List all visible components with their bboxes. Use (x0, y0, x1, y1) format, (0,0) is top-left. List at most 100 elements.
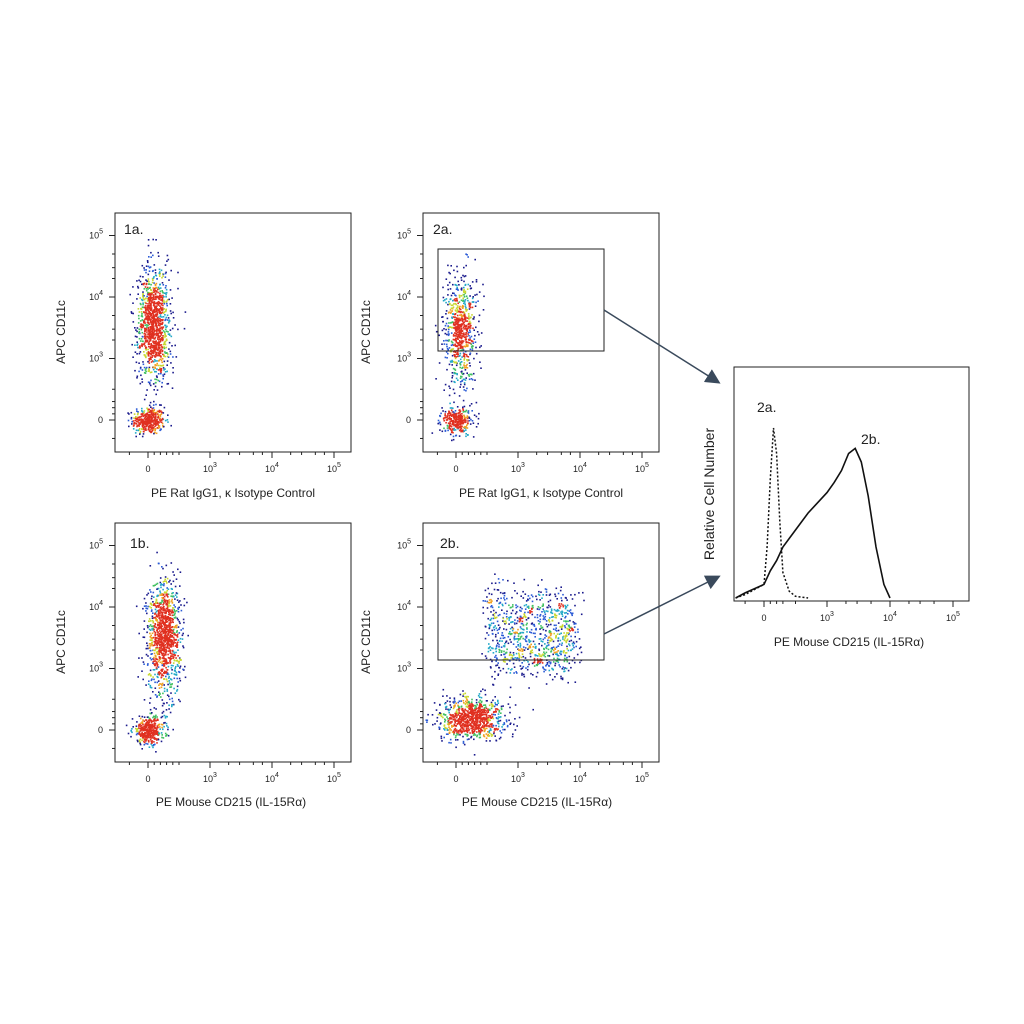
panel-2a-event-dot (464, 336, 466, 338)
panel-1a-event-dot (152, 287, 155, 289)
panel-2a-event-dot (452, 435, 455, 438)
panel-1a-event-dot (163, 346, 165, 348)
panel-1a-event-dot (160, 413, 163, 415)
panel-2a-event-dot (465, 389, 467, 392)
panel-1b-event-dot (152, 627, 155, 630)
panel-2b-event-dot (476, 711, 479, 714)
panel-2a-event-dot (456, 306, 459, 309)
panel-2a-event-dot (458, 334, 461, 336)
panel-2a-event-dot (460, 414, 462, 417)
panel-1b-event-dot (138, 739, 141, 742)
panel-1a-event-dot (148, 404, 151, 407)
panel-1a-event-dot (160, 323, 162, 325)
panel-1a-event-dot (152, 289, 155, 291)
panel-1b-event-dot (147, 592, 150, 595)
panel-1b-event-dot (148, 625, 151, 628)
panel-2a-event-dot (463, 382, 466, 384)
panel-2a-event-dot (459, 331, 461, 334)
panel-1b-event-dot (162, 644, 165, 647)
panel-2b-event-dot (467, 727, 470, 729)
panel-1a-event-dot (159, 292, 161, 295)
panel-2a-event-dot (461, 349, 464, 351)
panel-2a-event-dot (442, 418, 445, 420)
panel-2a-event-dot (455, 288, 458, 290)
panel-1b-event-dot (143, 743, 146, 746)
panel-1b-event-dot (162, 641, 164, 643)
panel-2a-event-dot (464, 427, 466, 430)
panel-1b-event-dot (150, 625, 153, 628)
panel-2a-event-dot (464, 290, 467, 293)
panel-1b-event-dot (146, 733, 149, 735)
panel-2b-event-dot (460, 725, 462, 727)
panel-2a-event-dot (456, 309, 459, 311)
panel-1b-event-dot (184, 665, 186, 668)
panel-2b-event-dot (486, 722, 489, 724)
panel-1a-event-dot (145, 423, 148, 425)
panel-1a-event-dot (158, 275, 161, 277)
panel-1b-event-dot (149, 565, 152, 567)
panel-1a-event-dot (162, 377, 164, 380)
panel-1a-event-dot (165, 291, 168, 294)
panel-2b-event-dot (495, 711, 497, 713)
panel-1b-event-dot (166, 577, 169, 580)
panel-2b-event-dot (457, 704, 459, 707)
panel-2a-event-dot (454, 318, 456, 321)
panel-1a-event-dot (156, 329, 158, 331)
panel-1a-event-dot (143, 417, 146, 420)
panel-2a-event-dot (447, 334, 450, 337)
panel-1a-event-dot (148, 334, 151, 337)
panel-2b-event-dot (477, 694, 480, 697)
panel-1a-event-dot (167, 322, 170, 324)
panel-1a-event-dot (166, 360, 169, 362)
panel-1b-event-dot (167, 677, 170, 679)
panel-2b-event-dot (449, 738, 452, 741)
panel-1a-event-dot (154, 348, 157, 351)
panel-1b-event-dot (169, 630, 172, 632)
panel-1a-event-dot (160, 371, 162, 374)
panel-2b-event-dot (475, 699, 478, 701)
panel-1b-event-dot (160, 639, 162, 642)
panel-1a-event-dot (128, 413, 130, 415)
panel-2a-event-dot (442, 286, 444, 289)
panel-1b-event-dot (175, 673, 178, 676)
panel-2a-event-dot (454, 420, 457, 423)
panel-2a-event-dot (460, 299, 463, 302)
panel-2b-event-dot (474, 726, 477, 728)
panel-1a-event-dot (138, 317, 140, 320)
panel-2a-event-dot (447, 294, 449, 296)
panel-1a-event-dot (146, 286, 149, 289)
panel-2b-event-dot (474, 727, 476, 730)
panel-1a-event-dot (166, 325, 168, 328)
panel-2b-event-dot (453, 733, 455, 736)
panel-1b-event-dot (155, 730, 158, 732)
panel-2b-event-dot (506, 724, 509, 727)
panel-1b-event-dot (148, 643, 151, 645)
panel-1b-event-dot (149, 702, 151, 704)
panel-1a-event-dot (145, 370, 147, 373)
panel-1a-event-dot (144, 336, 146, 338)
panel-2a-event-dot (465, 377, 467, 379)
panel-1b-event-dot (144, 734, 146, 737)
panel-1b-event-dot (179, 637, 182, 640)
panel-1b-event-dot (177, 655, 179, 657)
panel-2a-event-dot (456, 322, 458, 325)
panel-1b-event-dot (161, 599, 163, 602)
panel-2a-event-dot (458, 417, 460, 419)
panel-1b-event-dot (175, 660, 178, 662)
panel-2b-event-dot (462, 699, 465, 702)
panel-2a-event-dot (460, 341, 463, 343)
panel-1b-event-dot (170, 683, 173, 686)
panel-2b-event-dot (475, 715, 478, 717)
panel-1a-event-dot (158, 347, 160, 350)
panel-1b-event-dot (143, 728, 145, 731)
panel-1b-event-dot (164, 662, 166, 665)
panel-1a-event-dot (148, 298, 150, 301)
panel-1b-event-dot (162, 606, 164, 609)
panel-1a-event-dot (147, 333, 150, 335)
panel-1a-event-dot (156, 278, 158, 280)
panel-1a-event-dot (157, 343, 160, 345)
panel-1b-event-dot (186, 601, 188, 604)
panel-2b-event-dot (482, 727, 485, 730)
panel-1a-event-dot (136, 377, 138, 379)
panel-1a-event-dot (155, 307, 158, 309)
